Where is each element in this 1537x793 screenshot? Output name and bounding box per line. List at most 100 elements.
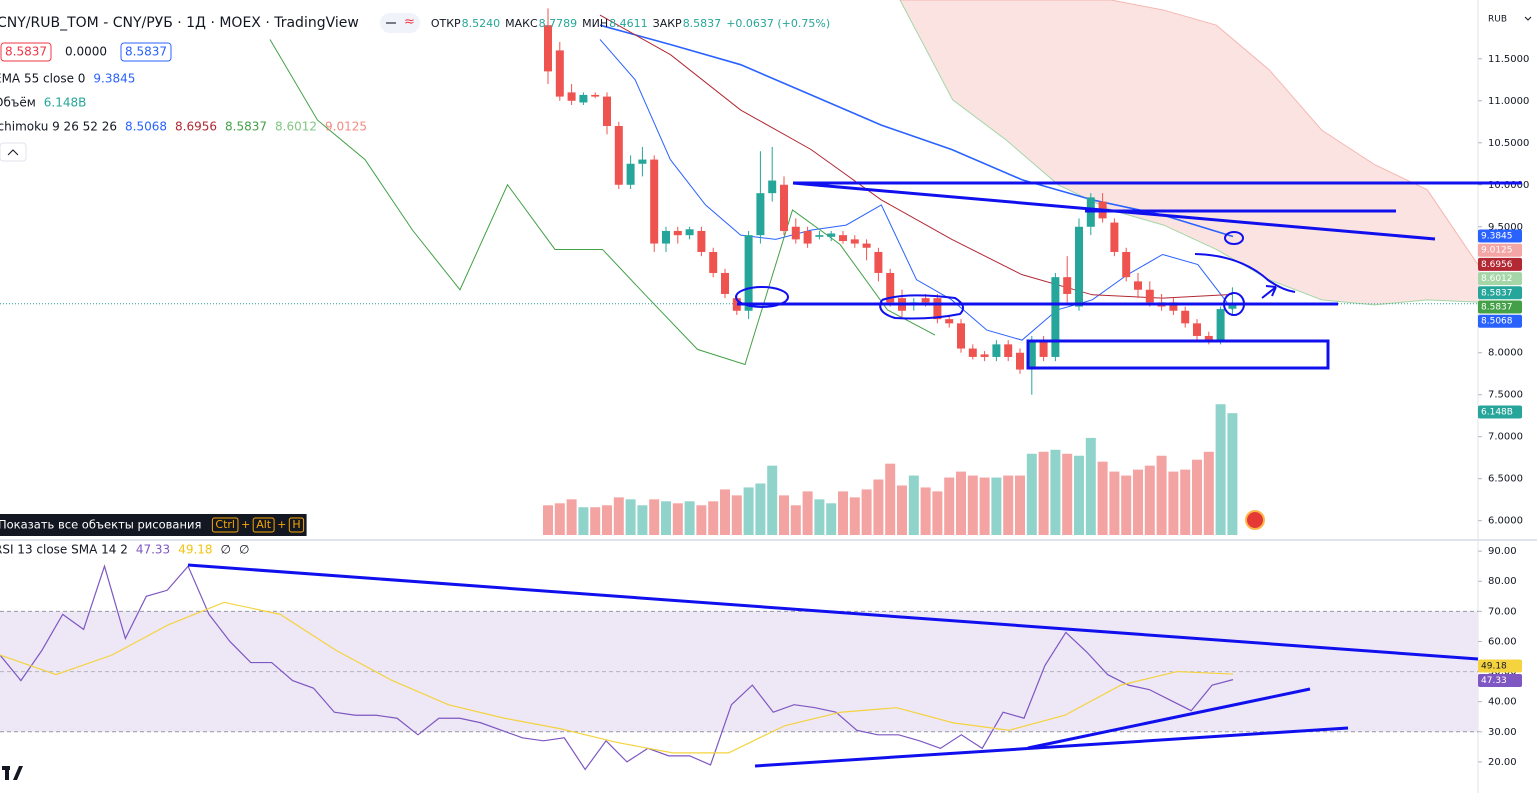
y-tick-label: 10.5000 bbox=[1488, 138, 1529, 149]
y-tick-label: 6.0000 bbox=[1488, 516, 1523, 527]
candle-body bbox=[555, 50, 564, 97]
label: 8.5068 bbox=[125, 120, 167, 134]
price-box[interactable] bbox=[61, 43, 111, 61]
candle-body bbox=[862, 243, 871, 248]
volume-bar bbox=[885, 463, 896, 535]
volume-bar bbox=[1180, 469, 1191, 535]
axis-tag bbox=[1478, 286, 1522, 300]
label: Показать все объекты рисования bbox=[0, 518, 201, 532]
candle-body bbox=[850, 239, 859, 244]
volume-bar bbox=[1015, 475, 1025, 535]
label: 8.5837 bbox=[225, 120, 267, 134]
volume-bar bbox=[838, 491, 848, 535]
y-tick-label: 6.5000 bbox=[1488, 474, 1523, 485]
collapse-button[interactable] bbox=[0, 142, 27, 162]
volume-bar bbox=[590, 507, 601, 535]
candle-body bbox=[957, 323, 965, 349]
label: МАКС bbox=[505, 17, 538, 30]
layers: 11.5000 11.0000 10.5000 10.0000 9.5000 8.0000… bbox=[0, 0, 1529, 771]
volume-bar bbox=[802, 491, 813, 535]
volume-bar bbox=[649, 499, 660, 535]
volume-bar bbox=[908, 475, 919, 535]
y-tick-label: 30.00 bbox=[1488, 727, 1517, 738]
axis-tag bbox=[1478, 405, 1522, 419]
cloud-span-b bbox=[900, 0, 1481, 268]
volume-bar bbox=[1062, 453, 1073, 535]
axis-tag-label: 9.0125 bbox=[1481, 246, 1513, 256]
drawing-line bbox=[754, 726, 1349, 768]
currency[interactable]: RUB bbox=[1488, 15, 1507, 25]
volume-bar bbox=[696, 505, 707, 535]
candle-body bbox=[709, 251, 718, 273]
y-tick-label: 9.5000 bbox=[1488, 222, 1523, 233]
label: 8.7789 bbox=[539, 17, 578, 30]
toolbar-bg[interactable] bbox=[0, 514, 307, 536]
label: CNY/RUB_TOM - CNY/РУБ · 1Д · MOEX · Trad… bbox=[0, 15, 359, 31]
candle-body bbox=[732, 298, 741, 311]
candle-body bbox=[1051, 277, 1060, 357]
country-flag[interactable] bbox=[1245, 510, 1265, 530]
y-tick-label: 60.00 bbox=[1488, 636, 1517, 647]
candle-body bbox=[662, 230, 670, 244]
axis-tag bbox=[1478, 257, 1522, 271]
rsi-line bbox=[0, 564, 1234, 771]
volume-bar bbox=[944, 477, 955, 535]
label: МИН bbox=[582, 17, 608, 30]
label: 49.18 bbox=[178, 543, 212, 557]
volume-bar bbox=[849, 497, 860, 535]
volume-bar bbox=[708, 501, 719, 535]
label: 8.4611 bbox=[609, 17, 648, 30]
candle-body bbox=[1145, 289, 1154, 303]
candle-body bbox=[685, 229, 694, 236]
volume-bar bbox=[1085, 437, 1096, 535]
y-tick-label: 7.0000 bbox=[1488, 432, 1523, 443]
volume-bar bbox=[554, 503, 565, 535]
price-box[interactable] bbox=[0, 42, 52, 62]
candle-body bbox=[626, 163, 635, 185]
volume-bar bbox=[1227, 413, 1238, 535]
indicator-line bbox=[269, 39, 936, 366]
axis-tag bbox=[1478, 243, 1522, 257]
label: +0.0637 (+0.75%) bbox=[726, 17, 830, 30]
volume-bar bbox=[661, 501, 671, 535]
label: 8.6012 bbox=[275, 120, 317, 134]
label: Ichimoku 9 26 52 26 bbox=[0, 120, 117, 134]
candle-body bbox=[638, 159, 647, 164]
candle-body bbox=[567, 92, 576, 101]
axis-tag bbox=[1478, 272, 1522, 286]
price-box[interactable] bbox=[120, 42, 172, 62]
label: ∅ bbox=[221, 543, 231, 557]
label: ЗАКР bbox=[653, 17, 682, 30]
volume-bar bbox=[566, 499, 577, 535]
drawing-curve bbox=[1194, 253, 1296, 293]
candle-body bbox=[1216, 309, 1225, 341]
label: Объём bbox=[0, 96, 36, 110]
label: 8.5837 bbox=[125, 45, 167, 59]
candle-body bbox=[1039, 340, 1048, 357]
axis-tag-label: 49.18 bbox=[1481, 662, 1507, 672]
volume-bar bbox=[720, 489, 730, 535]
candle-body bbox=[803, 230, 812, 244]
header-pill[interactable]: ≈ bbox=[380, 13, 420, 33]
volume-bar bbox=[1215, 404, 1226, 535]
label: 8.5240 bbox=[462, 17, 501, 30]
candle-body bbox=[744, 235, 753, 311]
tv-logo bbox=[2, 766, 23, 780]
volume-bar bbox=[1203, 451, 1214, 535]
volume-bar bbox=[861, 489, 872, 535]
candle-body bbox=[791, 226, 800, 240]
axis-tag-label: 8.5068 bbox=[1481, 317, 1513, 327]
candle-body bbox=[1193, 323, 1201, 336]
axis-tag bbox=[1478, 674, 1522, 687]
volume-bar bbox=[790, 505, 801, 535]
drawing-box bbox=[1026, 339, 1330, 370]
candle-body bbox=[1016, 352, 1024, 370]
candle-body bbox=[650, 159, 659, 244]
candle-body bbox=[1110, 222, 1119, 252]
axis-tag bbox=[1478, 300, 1522, 314]
pill[interactable] bbox=[380, 13, 420, 33]
candle-body bbox=[721, 272, 729, 294]
candle-body bbox=[945, 319, 954, 324]
drawing-line bbox=[187, 563, 1479, 661]
y-tick-label: 10.0000 bbox=[1488, 180, 1529, 191]
